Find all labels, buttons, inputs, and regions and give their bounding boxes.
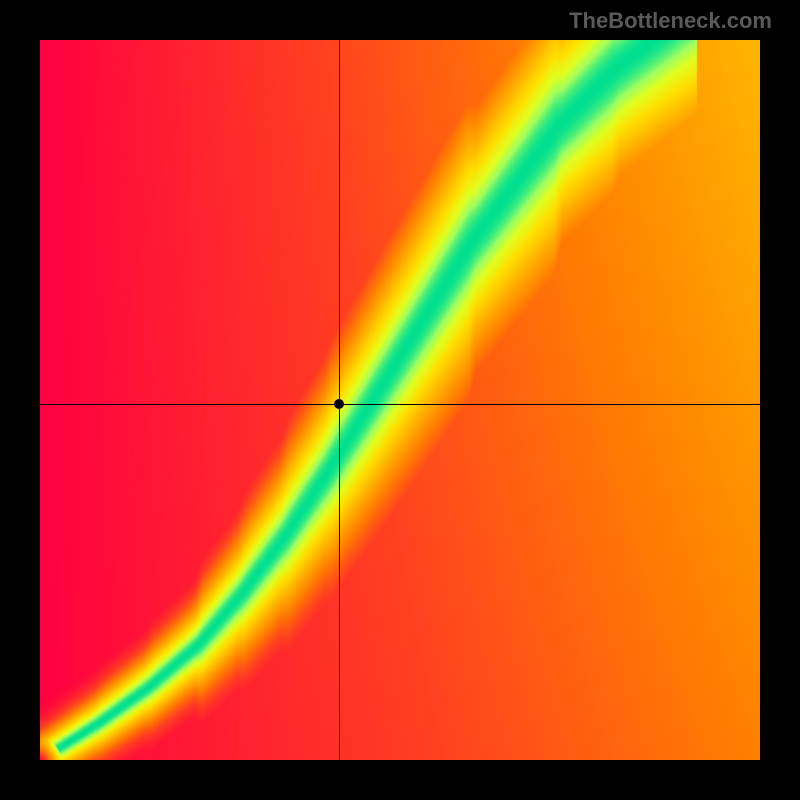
watermark-text: TheBottleneck.com	[569, 8, 772, 34]
data-point-marker	[334, 399, 344, 409]
heatmap-plot	[40, 40, 760, 760]
crosshair-horizontal	[40, 404, 760, 405]
heatmap-canvas	[40, 40, 760, 760]
